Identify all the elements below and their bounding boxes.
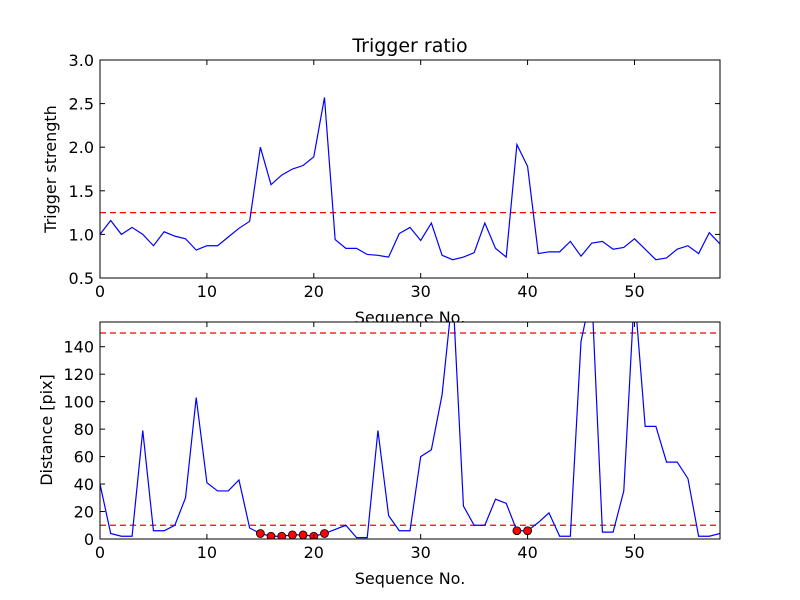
y-tick-label: 1.0: [69, 225, 94, 244]
marker-point: [277, 531, 287, 539]
x-tick-label: 20: [304, 543, 324, 562]
y-tick-label: 1.5: [69, 182, 94, 201]
marker-point: [266, 531, 276, 539]
x-tick-label: 0: [95, 543, 105, 562]
y-tick-label: 20: [74, 503, 94, 522]
y-axis-label: Trigger strength: [41, 105, 60, 234]
y-tick-label: 0: [84, 530, 94, 549]
x-axis-ticks: 0 10 20 30 40 50: [95, 322, 645, 562]
x-tick-label: 40: [517, 282, 537, 301]
y-tick-label: 2.5: [69, 95, 94, 114]
marker-point: [523, 526, 532, 536]
y-axis-label: Distance [pix]: [37, 374, 56, 486]
x-tick-label: 10: [197, 543, 217, 562]
y-tick-label: 120: [63, 365, 94, 384]
marker-point: [288, 530, 297, 539]
x-tick-label: 20: [304, 282, 324, 301]
distance-chart: 0 10 20 30 40 50 0 20 40 60 80 100 120 140 Sequence …: [37, 321, 721, 588]
x-tick-label: 0: [95, 282, 105, 301]
x-tick-label: 40: [517, 543, 537, 562]
trigger-ratio-chart: 0 10 20 30 40 50 0.5 1.0 1.5 2.0 2.5 3.0 Trigger r…: [41, 35, 721, 327]
y-axis-ticks: 0.5 1.0 1.5 2.0 2.5 3.0: [69, 51, 720, 288]
y-tick-label: 80: [74, 420, 94, 439]
marker-point: [255, 529, 265, 538]
x-tick-label: 50: [624, 282, 644, 301]
plot-area-background: [100, 322, 720, 539]
y-tick-label: 0.5: [69, 269, 94, 288]
y-tick-label: 2.0: [69, 138, 94, 157]
marker-point: [512, 526, 522, 536]
y-tick-label: 100: [63, 393, 94, 412]
marker-point: [320, 529, 329, 538]
x-axis-label: Sequence No.: [355, 569, 466, 588]
plot-area-background: [100, 60, 720, 278]
x-axis-ticks: 0 10 20 30 40 50: [95, 60, 645, 301]
y-tick-label: 3.0: [69, 51, 94, 70]
x-tick-label: 30: [411, 282, 431, 301]
y-tick-label: 40: [74, 475, 94, 494]
y-tick-label: 140: [63, 338, 94, 357]
series-line-0: [100, 322, 720, 539]
marker-point: [298, 530, 308, 539]
y-axis-ticks: 0 20 40 60 80 100 120 140: [63, 338, 720, 549]
x-tick-label: 50: [624, 543, 644, 562]
series-line-0: [100, 97, 720, 261]
x-tick-label: 30: [411, 543, 431, 562]
chart-title: Trigger ratio: [351, 35, 467, 57]
x-tick-label: 10: [197, 282, 217, 301]
plot-lines: [100, 97, 720, 261]
axes-frame: [99, 321, 721, 540]
axes-frame: [99, 59, 721, 279]
y-tick-label: 60: [74, 448, 94, 467]
